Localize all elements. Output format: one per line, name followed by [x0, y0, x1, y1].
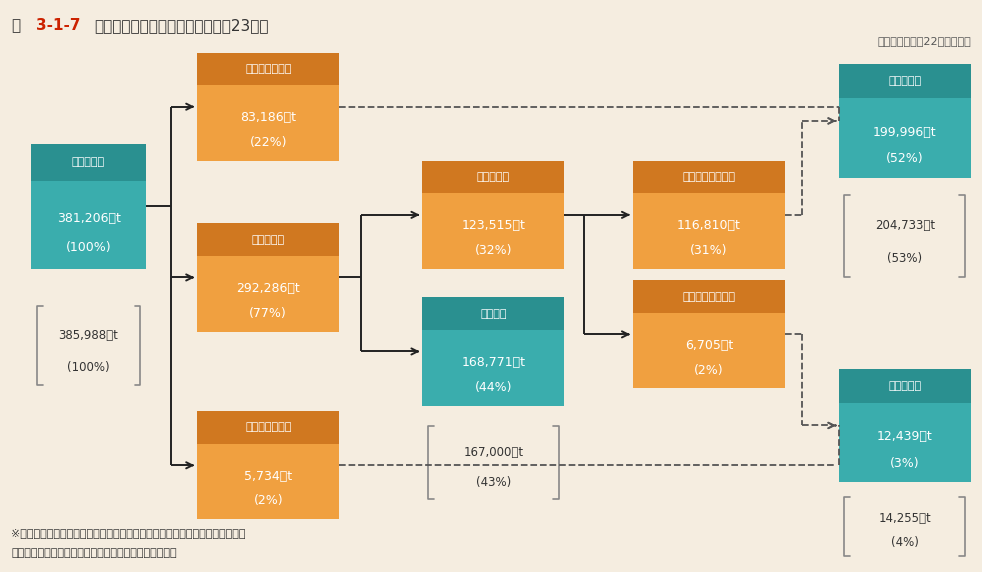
Text: 再生利用量: 再生利用量 [888, 76, 921, 86]
Text: 図: 図 [11, 18, 21, 34]
Text: 資料：環境省「産業廃棄物排出・処理状況調査報告書」: 資料：環境省「産業廃棄物排出・処理状況調査報告書」 [11, 548, 177, 558]
FancyBboxPatch shape [839, 368, 971, 482]
Text: (2%): (2%) [694, 364, 724, 376]
Text: 処理後再生利用量: 処理後再生利用量 [682, 172, 736, 182]
FancyBboxPatch shape [197, 53, 339, 85]
Text: 12,439千t: 12,439千t [877, 430, 933, 443]
FancyBboxPatch shape [633, 280, 785, 313]
Text: 204,733千t: 204,733千t [875, 219, 935, 232]
FancyBboxPatch shape [197, 53, 339, 161]
Text: ［　］内は平成22年度の数値: ［ ］内は平成22年度の数値 [877, 35, 971, 46]
FancyBboxPatch shape [197, 411, 339, 519]
Text: ※各項目量は、四捨五入して表示しているため、収支が合わない場合がある。: ※各項目量は、四捨五入して表示しているため、収支が合わない場合がある。 [11, 528, 245, 538]
FancyBboxPatch shape [839, 64, 971, 98]
FancyBboxPatch shape [422, 297, 565, 406]
Text: 直接最終処分量: 直接最終処分量 [246, 423, 292, 432]
Text: 処理残渣量: 処理残渣量 [477, 172, 510, 182]
Text: (4%): (4%) [891, 537, 918, 549]
FancyBboxPatch shape [30, 144, 146, 181]
FancyBboxPatch shape [839, 368, 971, 403]
FancyBboxPatch shape [197, 224, 339, 256]
Text: 6,705千t: 6,705千t [684, 339, 733, 352]
FancyBboxPatch shape [30, 144, 146, 269]
Text: (3%): (3%) [890, 456, 919, 470]
Text: 処理後最終処分量: 処理後最終処分量 [682, 292, 736, 301]
Text: 199,996千t: 199,996千t [873, 126, 937, 139]
Text: 385,988千t: 385,988千t [59, 329, 119, 342]
Text: (53%): (53%) [887, 252, 922, 265]
Text: (100%): (100%) [66, 241, 111, 254]
Text: (52%): (52%) [886, 152, 923, 165]
Text: (44%): (44%) [474, 380, 513, 394]
Text: 3-1-7: 3-1-7 [35, 18, 81, 34]
Text: (22%): (22%) [249, 136, 287, 149]
Text: (31%): (31%) [690, 244, 728, 257]
Text: (43%): (43%) [476, 476, 511, 489]
Text: 中間処理量: 中間処理量 [251, 235, 285, 245]
Text: 5,734千t: 5,734千t [245, 470, 293, 483]
FancyBboxPatch shape [633, 280, 785, 388]
Text: 産業廃棄物の処理の流れ（平成23年）: 産業廃棄物の処理の流れ（平成23年） [94, 18, 269, 34]
Text: (100%): (100%) [67, 360, 110, 374]
Text: 123,515千t: 123,515千t [462, 219, 525, 232]
Text: 14,255千t: 14,255千t [878, 512, 931, 525]
FancyBboxPatch shape [839, 64, 971, 178]
Text: (77%): (77%) [249, 307, 287, 320]
FancyBboxPatch shape [633, 161, 785, 269]
Text: 381,206千t: 381,206千t [57, 212, 121, 225]
Text: 排　出　量: 排 出 量 [72, 157, 105, 168]
FancyBboxPatch shape [633, 161, 785, 193]
Text: 167,000千t: 167,000千t [464, 446, 523, 459]
Text: (2%): (2%) [253, 495, 283, 507]
FancyBboxPatch shape [422, 161, 565, 269]
Text: 292,286千t: 292,286千t [237, 282, 300, 295]
Text: 減量化量: 減量化量 [480, 309, 507, 319]
Text: 168,771千t: 168,771千t [462, 356, 525, 369]
FancyBboxPatch shape [422, 297, 565, 330]
Text: 最終処分量: 最終処分量 [888, 380, 921, 391]
Text: 直接再生利用量: 直接再生利用量 [246, 64, 292, 74]
Text: (32%): (32%) [474, 244, 513, 257]
FancyBboxPatch shape [422, 161, 565, 193]
Text: 83,186千t: 83,186千t [241, 111, 297, 124]
FancyBboxPatch shape [197, 411, 339, 444]
Text: 116,810千t: 116,810千t [677, 219, 740, 232]
FancyBboxPatch shape [197, 224, 339, 332]
